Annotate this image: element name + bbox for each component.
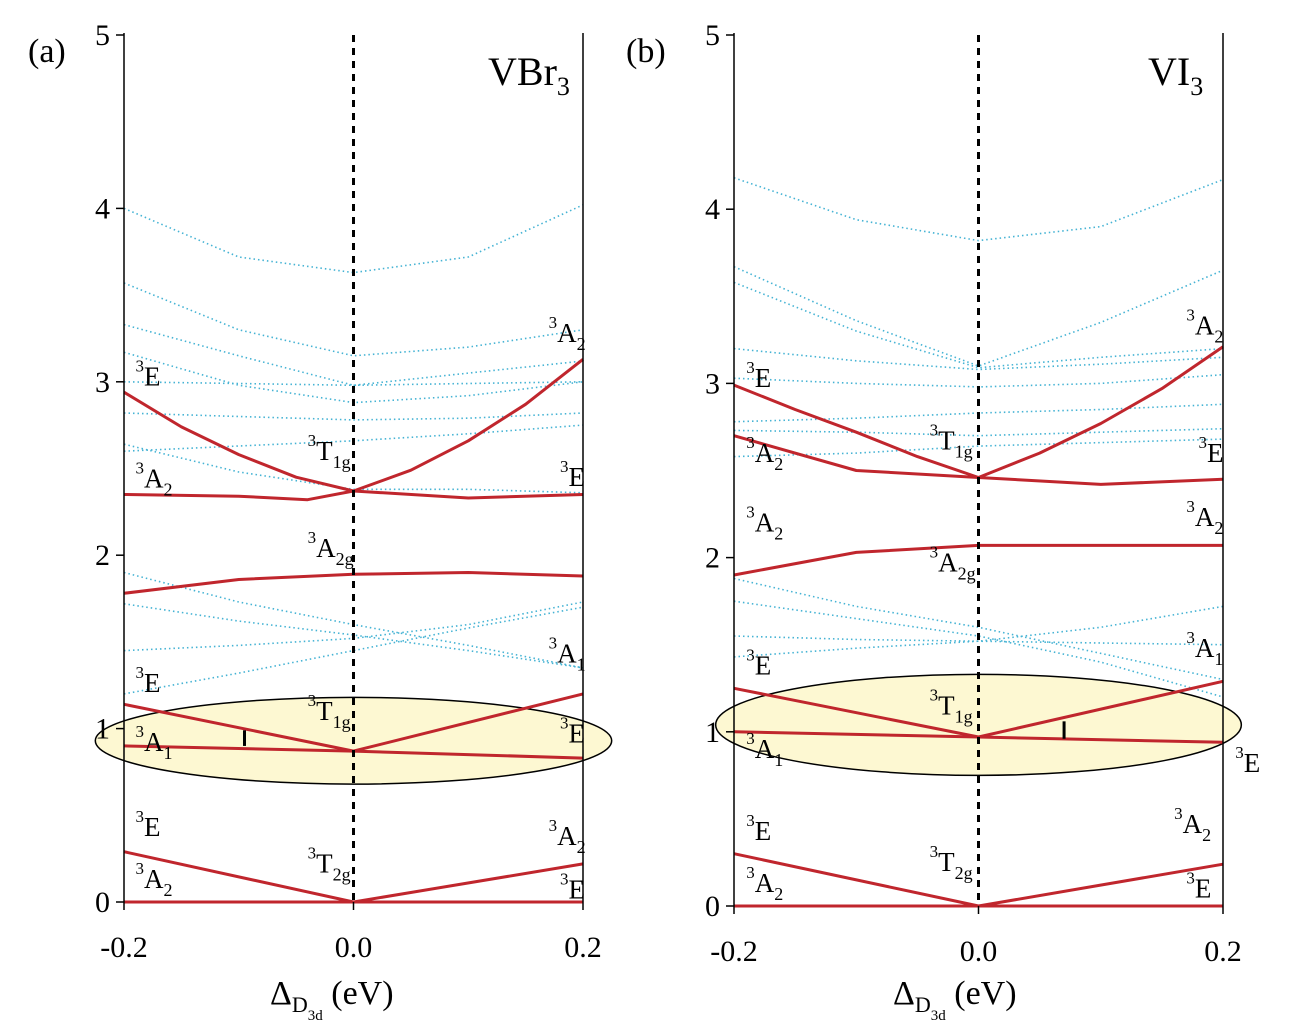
y-tick-label: 0 bbox=[95, 886, 110, 919]
y-tick-label: 1 bbox=[95, 713, 110, 746]
level-line-3T2g-3A2(pos) bbox=[353, 862, 584, 904]
state-label: 3A1 bbox=[746, 729, 783, 770]
x-axis-label: ΔD3d (eV) bbox=[270, 975, 394, 1024]
state-label: 3E bbox=[135, 807, 160, 842]
state-label: 3T1g bbox=[930, 421, 973, 462]
state-label: 3E bbox=[1235, 743, 1260, 778]
level-line-3T1g-3A1(neg) bbox=[733, 730, 979, 739]
state-label: 3E bbox=[560, 713, 585, 748]
state-label: 3E bbox=[746, 645, 771, 680]
level-line-3T1g-3A1(pos) bbox=[978, 679, 1224, 739]
x-tick-label: -0.2 bbox=[710, 935, 758, 968]
level-line-3T1g-3E(pos) bbox=[353, 749, 584, 760]
level-dotted-dot-k bbox=[733, 600, 1224, 698]
state-label: 3A1 bbox=[1186, 628, 1223, 669]
state-label: 3A2 bbox=[549, 816, 586, 857]
x-tick-label: -0.2 bbox=[100, 931, 148, 964]
level-dotted-dot-k bbox=[123, 606, 584, 695]
panel-label: (a) bbox=[28, 33, 66, 70]
panel-label: (b) bbox=[626, 33, 666, 70]
state-label: 3T1g bbox=[308, 431, 351, 472]
state-label: 3E bbox=[135, 663, 160, 698]
compound-title: VBr3 bbox=[488, 49, 570, 101]
state-label: 3A2 bbox=[746, 863, 783, 904]
state-label: 3A2 bbox=[135, 859, 172, 900]
state-label: 3A2 bbox=[549, 313, 586, 354]
state-label: 3A2 bbox=[746, 433, 783, 474]
level-line-3T1g-3A1(pos) bbox=[353, 692, 584, 753]
state-label: 3T1g bbox=[930, 685, 973, 726]
x-axis-label: ΔD3d (eV) bbox=[893, 975, 1017, 1024]
level-line-upper-3E(pos) bbox=[978, 476, 1224, 486]
state-label: 3A2g bbox=[930, 543, 976, 584]
level-dotted-dot-e bbox=[733, 403, 1224, 423]
level-line-3T2g-3E(neg) bbox=[733, 852, 979, 908]
panel-a: 0 1 2 3 4 5 -0.2 0.0 0.2 3E 3A2 3T1g 3A2 3E 3A2g 3A1 3E… bbox=[28, 19, 613, 1024]
state-label: 3A2 bbox=[1186, 306, 1223, 347]
y-tick-label: 0 bbox=[705, 890, 720, 923]
state-label: 3E bbox=[560, 870, 585, 905]
x-tick-label: 0.2 bbox=[564, 931, 602, 964]
y-tick-label: 4 bbox=[95, 192, 110, 225]
state-label: 3A1 bbox=[549, 634, 586, 675]
y-tick-label: 4 bbox=[705, 193, 720, 226]
state-label: 3T2g bbox=[930, 842, 973, 883]
level-line-upper-3A2(pos) bbox=[977, 345, 1224, 479]
state-label: 3A1 bbox=[135, 722, 172, 763]
y-tick-label: 5 bbox=[95, 19, 110, 52]
y-tick-label: 2 bbox=[705, 542, 720, 575]
level-dotted-dot-g bbox=[123, 443, 584, 494]
level-line-upper-3E(neg) bbox=[123, 390, 354, 493]
y-tick-label: 1 bbox=[705, 716, 720, 749]
level-dotted-dot-c bbox=[123, 381, 584, 387]
state-label: 3E bbox=[560, 457, 585, 492]
level-dotted-dot-j bbox=[733, 605, 1224, 658]
state-label: 3E bbox=[746, 358, 771, 393]
state-label: 3T1g bbox=[308, 691, 351, 732]
state-label: 3E bbox=[135, 356, 160, 391]
level-dotted-dot-j bbox=[123, 603, 584, 669]
state-label: 3A2 bbox=[746, 502, 783, 543]
level-line-upper-3A2(neg) bbox=[123, 489, 354, 502]
level-line-upper-3E(neg) bbox=[733, 383, 979, 479]
y-tick-label: 5 bbox=[705, 19, 720, 52]
compound-title: VI3 bbox=[1148, 49, 1203, 101]
state-label: 3A2 bbox=[135, 459, 172, 500]
state-label: 3E bbox=[746, 811, 771, 846]
level-line-3T2g-3E(neg) bbox=[123, 850, 354, 904]
x-tick-label: 0.0 bbox=[960, 935, 998, 968]
x-tick-label: 0.0 bbox=[335, 931, 373, 964]
y-tick-label: 2 bbox=[95, 539, 110, 572]
panel-b: 0 1 2 3 4 5 -0.2 0.0 0.2 3A2 3E 3T1g 3A2 3E 3A2 3A2 3A2… bbox=[626, 19, 1260, 1024]
level-line-3T1g-3E(neg) bbox=[123, 702, 354, 753]
state-label: 3T2g bbox=[308, 844, 351, 885]
level-line-3T1g-3A1(neg) bbox=[123, 744, 354, 753]
level-line-upper-3A2(neg) bbox=[733, 434, 979, 479]
state-label: 3A2g bbox=[308, 528, 354, 569]
state-label: 3A2 bbox=[1174, 804, 1211, 845]
level-dotted-dot-a bbox=[123, 282, 584, 357]
level-dotted-dot-f bbox=[733, 427, 1224, 437]
level-line-upper-3A2(pos) bbox=[352, 358, 584, 493]
y-tick-label: 3 bbox=[705, 367, 720, 400]
level-line-3T2g-3A2(pos) bbox=[978, 862, 1224, 908]
state-label: 3E bbox=[1186, 868, 1211, 903]
x-tick-label: 0.2 bbox=[1204, 935, 1242, 968]
y-tick-label: 3 bbox=[95, 366, 110, 399]
level-line-3T1g-3E(pos) bbox=[978, 735, 1224, 744]
state-label: 3E bbox=[1199, 433, 1224, 468]
level-line-upper-3E(pos) bbox=[353, 489, 584, 500]
level-dotted-dot-d bbox=[733, 373, 1224, 388]
state-label: 3A2 bbox=[1186, 497, 1223, 538]
level-dotted-dot-top bbox=[733, 177, 1224, 242]
level-dotted-dot-i bbox=[733, 635, 1224, 646]
level-dotted-dot-c bbox=[733, 347, 1224, 371]
level-line-3T1g-3E(neg) bbox=[733, 686, 979, 739]
level-dotted-dot-g bbox=[733, 438, 1224, 458]
